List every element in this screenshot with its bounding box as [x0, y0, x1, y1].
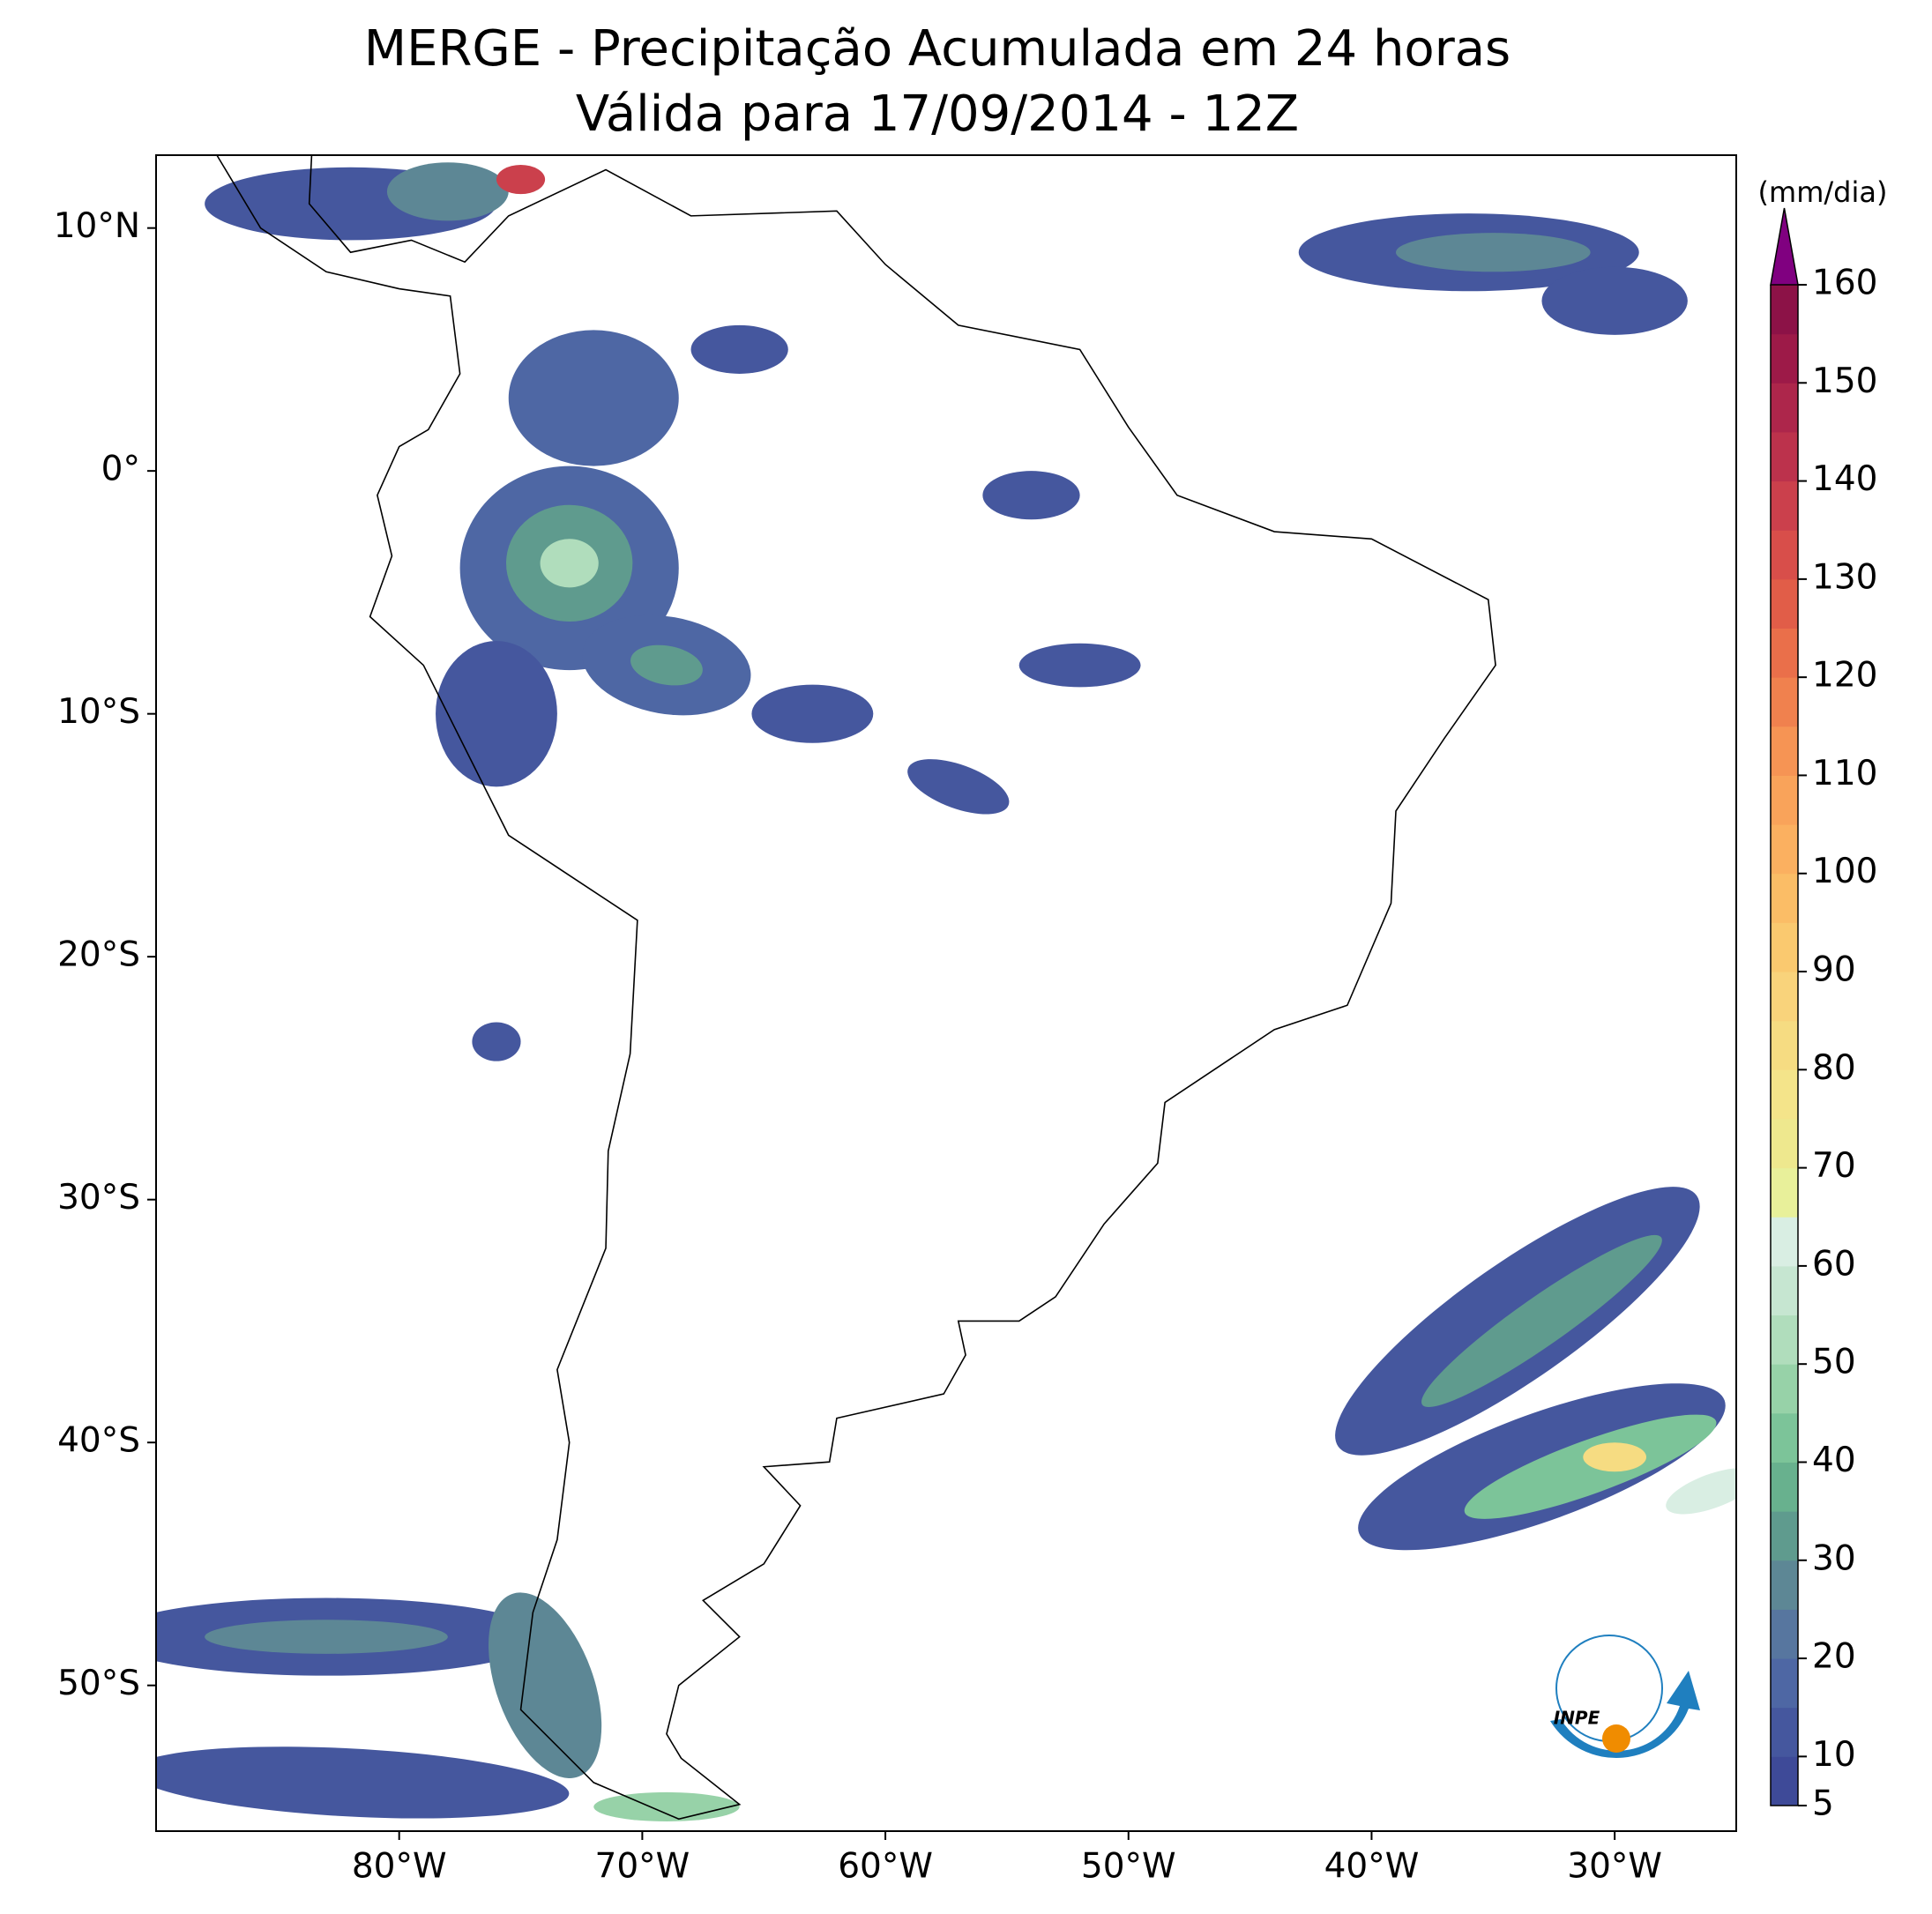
- precip-area: [630, 644, 703, 686]
- colorbar-tick-label: 150: [1812, 361, 1877, 401]
- colorbar-band: [1771, 1560, 1798, 1610]
- precip-area: [1583, 1442, 1646, 1472]
- colorbar-band: [1771, 1364, 1798, 1414]
- precip-area: [1396, 233, 1591, 272]
- colorbar-tick-label: 110: [1812, 754, 1877, 793]
- precip-area: [751, 684, 874, 743]
- colorbar-tick-label: 30: [1812, 1538, 1856, 1578]
- logo-arrow: [1550, 1671, 1700, 1759]
- precip-area: [593, 1791, 740, 1821]
- y-tick-label: 40°S: [57, 1421, 140, 1461]
- colorbar-tick-label: 5: [1812, 1784, 1834, 1824]
- colorbar-band: [1771, 628, 1798, 678]
- colorbar-band: [1771, 480, 1798, 531]
- precip-area: [1464, 1414, 1717, 1519]
- precip-area: [1421, 1234, 1662, 1407]
- colorbar-band: [1771, 1658, 1798, 1709]
- precip-area: [1018, 643, 1141, 688]
- colorbar-band: [1771, 285, 1798, 335]
- precip-area: [1541, 266, 1688, 335]
- colorbar-band: [1771, 1167, 1798, 1218]
- map: 80°W 70°W 60°W 50°W 40°W 30°W 10°N 0° 10°S 20°S 30…: [54, 154, 1737, 1887]
- colorbar-band: [1771, 1314, 1798, 1365]
- precip-area: [907, 759, 1010, 815]
- colorbar-band: [1771, 677, 1798, 727]
- precip-area: [690, 324, 788, 374]
- x-tick-label: 80°W: [352, 1847, 447, 1887]
- colorbar-tick-label: 60: [1812, 1244, 1856, 1284]
- colorbar-tick-label: 50: [1812, 1343, 1856, 1382]
- y-tick-label: 10°S: [57, 692, 140, 732]
- colorbar-extend: [1770, 207, 1799, 286]
- logo-text: INPE: [1554, 1708, 1600, 1729]
- colorbar-tick-label: 80: [1812, 1048, 1856, 1088]
- colorbar-band: [1771, 1609, 1798, 1659]
- precip-area: [540, 539, 599, 588]
- precip-area: [1666, 1468, 1736, 1515]
- logo-sun: [1602, 1724, 1630, 1753]
- colorbar-band: [1771, 1069, 1798, 1120]
- colorbar-band: [1771, 578, 1798, 629]
- colorbar-tick-label: 20: [1812, 1637, 1856, 1677]
- colorbar-band: [1771, 1217, 1798, 1267]
- colorbar-band: [1771, 1756, 1798, 1806]
- colorbar-tick-label: 70: [1812, 1146, 1856, 1186]
- colorbar-band: [1771, 1265, 1798, 1316]
- precip-area: [496, 165, 546, 195]
- map-frame: [155, 154, 1737, 1832]
- y-tick-label: 10°N: [54, 206, 140, 246]
- colorbar-band: [1771, 1511, 1798, 1561]
- colorbar-band: [1771, 873, 1798, 923]
- colorbar-band: [1771, 824, 1798, 875]
- y-tick-label: 0°: [101, 450, 140, 489]
- colorbar-band: [1771, 530, 1798, 580]
- y-tick-label: 20°S: [57, 935, 140, 975]
- colorbar: 5 10 20 30 40 50 60 70 80 90 100 110 120 130 140 150 160…: [1758, 175, 1888, 1824]
- x-tick-label: 30°W: [1567, 1847, 1662, 1887]
- precip-area: [982, 471, 1080, 520]
- y-tick-label: 50°S: [57, 1664, 140, 1703]
- colorbar-band: [1771, 1462, 1798, 1512]
- colorbar-label: (mm/dia): [1758, 175, 1888, 209]
- colorbar-band: [1771, 1118, 1798, 1169]
- precip-area: [472, 1022, 521, 1061]
- title-line: MERGE - Precipitação Acumulada em 24 hor…: [364, 20, 1511, 78]
- x-tick-label: 70°W: [595, 1847, 690, 1887]
- precip-area: [508, 330, 679, 466]
- colorbar-tick-label: 100: [1812, 852, 1877, 891]
- colorbar-frame: [1770, 285, 1799, 1806]
- coastline: [214, 155, 1496, 1821]
- logo: INPE: [1550, 1635, 1700, 1759]
- colorbar-band: [1771, 726, 1798, 776]
- colorbar-band: [1771, 333, 1798, 384]
- precip-area: [386, 162, 509, 221]
- colorbar-tick-label: 160: [1812, 264, 1877, 303]
- colorbar-tick-label: 120: [1812, 656, 1877, 696]
- colorbar-band: [1771, 775, 1798, 825]
- colorbar-tick-label: 40: [1812, 1441, 1856, 1480]
- y-tick-label: 30°S: [57, 1178, 140, 1218]
- precip-area: [205, 1620, 448, 1654]
- x-tick-label: 40°W: [1324, 1847, 1420, 1887]
- colorbar-band: [1771, 1020, 1798, 1070]
- colorbar-band: [1771, 1707, 1798, 1757]
- colorbar-band: [1771, 383, 1798, 433]
- colorbar-tick-label: 10: [1812, 1735, 1856, 1775]
- colorbar-band: [1771, 922, 1798, 972]
- title-line: Válida para 17/09/2014 - 12Z: [576, 86, 1299, 143]
- precip-area: [436, 641, 557, 787]
- map-content: [156, 155, 1736, 1821]
- precip-area: [489, 1592, 602, 1778]
- colorbar-tick-label: 130: [1812, 557, 1877, 597]
- colorbar-band: [1771, 1412, 1798, 1463]
- colorbar-tick-label: 90: [1812, 950, 1856, 990]
- x-tick-label: 50°W: [1081, 1847, 1176, 1887]
- colorbar-tick-label: 140: [1812, 459, 1877, 499]
- colorbar-band: [1771, 431, 1798, 482]
- precip-area: [156, 1746, 570, 1819]
- colorbar-band: [1771, 972, 1798, 1022]
- x-tick-label: 60°W: [838, 1847, 933, 1887]
